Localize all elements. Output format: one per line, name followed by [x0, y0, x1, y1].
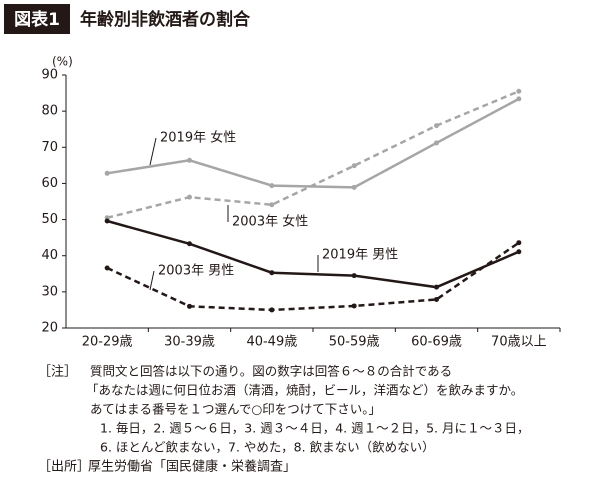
note-line: 6. ほとんど飲まない，7. やめた，8. 飲まない（飲めない）: [100, 440, 435, 455]
series-label: 2019年 女性: [160, 130, 236, 146]
point: [187, 241, 192, 247]
title-tag-box: [4, 4, 70, 34]
series-label: 2019年 男性: [322, 248, 398, 263]
point: [269, 202, 275, 208]
point: [434, 123, 439, 129]
point: [351, 163, 357, 169]
point: [516, 249, 522, 255]
x-tick-label: 60-69歳: [411, 335, 462, 350]
point: [351, 184, 357, 190]
x-tick-label: 70歳以上: [491, 335, 547, 350]
y-tick-label: 90: [41, 68, 58, 83]
point: [434, 284, 439, 290]
point: [434, 296, 439, 302]
point: [516, 240, 522, 246]
source-label: ［出所］: [38, 460, 90, 475]
point: [351, 303, 357, 309]
point: [269, 183, 275, 189]
y-tick-label: 30: [41, 284, 58, 299]
point: [269, 307, 275, 313]
series-label: 2003年 男性: [158, 264, 234, 279]
point: [104, 170, 110, 176]
y-tick-label: 60: [41, 176, 58, 191]
series-line: [106, 90, 520, 219]
x-tick-label: 20-29歳: [82, 335, 133, 350]
series-line: [106, 219, 520, 289]
title-tag: 図表1: [14, 9, 60, 30]
point: [269, 270, 275, 276]
point: [351, 273, 357, 279]
y-tick-label: 70: [41, 140, 58, 155]
point: [187, 194, 192, 200]
label-leader: [149, 137, 157, 166]
y-tick-label: 50: [41, 212, 58, 227]
series-line: [106, 241, 520, 312]
chart-title: 年齢別非飲酒者の割合: [80, 9, 251, 30]
source-text: 厚生労働省「国民健康・栄養調査」: [88, 459, 296, 475]
x-tick-label: 50-59歳: [329, 335, 380, 350]
y-tick-label: 80: [41, 104, 58, 119]
point: [104, 218, 110, 224]
series-label: 2003年 女性: [232, 214, 308, 230]
point: [516, 88, 522, 94]
note-line: 質問文と回答は以下の通り。図の数字は回答６～８の合計である: [90, 364, 452, 379]
point: [187, 303, 192, 309]
point: [516, 96, 522, 102]
note-line: あてはまる番号を１つ選んで○印をつけて下さい。」: [90, 402, 381, 417]
notes-label: ［注］: [38, 365, 77, 380]
point: [104, 265, 110, 271]
note-line: 1. 毎日，2. 週５～６日，3. 週３～４日，4. 週１～２日，5. 月に１～…: [100, 421, 530, 436]
x-tick-label: 30-39歳: [164, 335, 215, 350]
point: [187, 157, 192, 163]
point: [434, 140, 439, 146]
y-unit: (%): [52, 55, 73, 69]
label-leader: [149, 270, 155, 291]
y-tick-label: 40: [41, 248, 58, 263]
note-line: 「あなたは週に何日位お酒（清酒，焼酎，ビール，洋酒など）を飲みますか。: [86, 383, 523, 398]
y-tick-label: 20: [41, 321, 58, 336]
x-tick-label: 40-49歳: [246, 335, 297, 350]
